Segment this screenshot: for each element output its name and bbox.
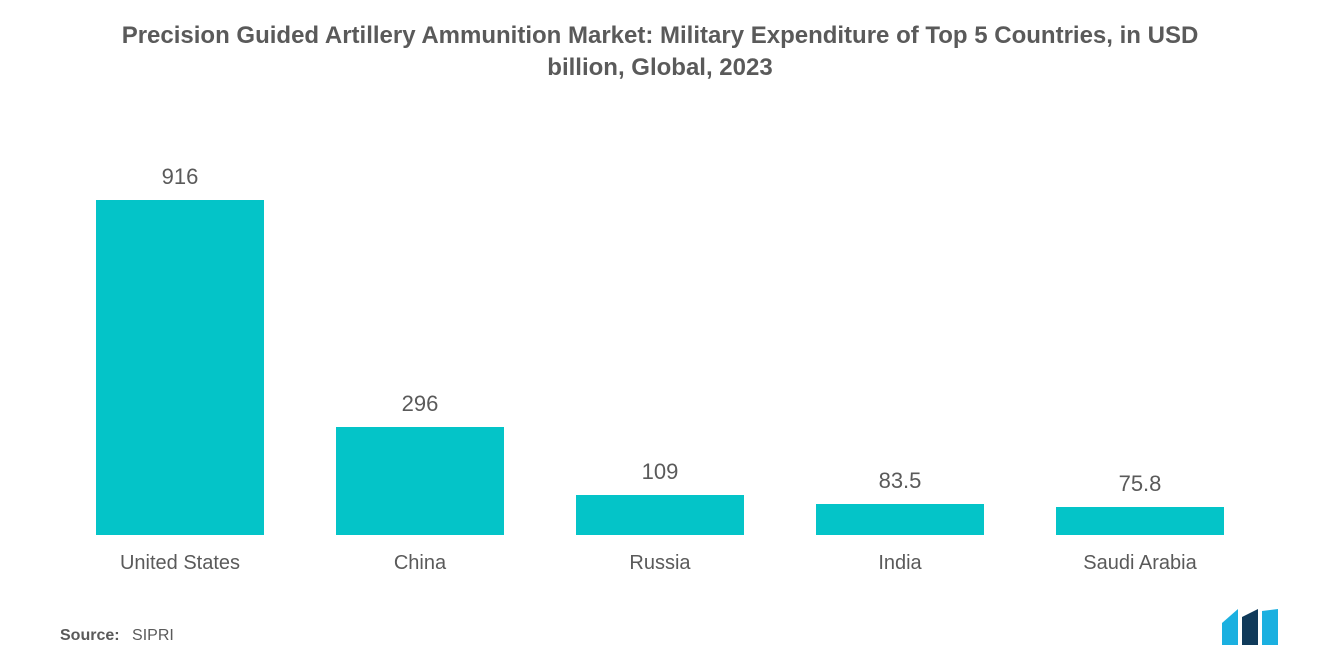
bar-value-label: 109 xyxy=(642,459,679,485)
logo-bar-3 xyxy=(1262,609,1278,645)
x-axis-label: China xyxy=(300,552,540,575)
x-axis-labels: United States China Russia India Saudi A… xyxy=(60,552,1260,575)
x-axis-label: United States xyxy=(60,552,300,575)
bar-india xyxy=(816,504,984,535)
bar-saudi-arabia xyxy=(1056,507,1224,535)
logo-bar-2 xyxy=(1242,609,1258,645)
bar-russia xyxy=(576,495,744,535)
chart-title: Precision Guided Artillery Ammunition Ma… xyxy=(0,0,1320,85)
source-attribution: Source: SIPRI xyxy=(60,627,174,645)
bar-united-states xyxy=(96,200,264,535)
bar-value-label: 916 xyxy=(162,164,199,190)
brand-logo-icon xyxy=(1220,609,1290,647)
logo-bar-1 xyxy=(1222,609,1238,645)
x-axis-label: India xyxy=(780,552,1020,575)
chart-plot-area: 916 296 109 83.5 75.8 xyxy=(60,160,1260,535)
x-axis-label: Russia xyxy=(540,552,780,575)
bar-value-label: 83.5 xyxy=(879,468,922,494)
bar-value-label: 296 xyxy=(402,391,439,417)
bar-group: 83.5 xyxy=(780,160,1020,535)
bar-group: 916 xyxy=(60,160,300,535)
bar-group: 75.8 xyxy=(1020,160,1260,535)
bar-group: 109 xyxy=(540,160,780,535)
bar-value-label: 75.8 xyxy=(1119,471,1162,497)
bar-group: 296 xyxy=(300,160,540,535)
bar-china xyxy=(336,427,504,535)
source-text: SIPRI xyxy=(132,627,174,644)
x-axis-label: Saudi Arabia xyxy=(1020,552,1260,575)
source-label: Source: xyxy=(60,627,120,644)
